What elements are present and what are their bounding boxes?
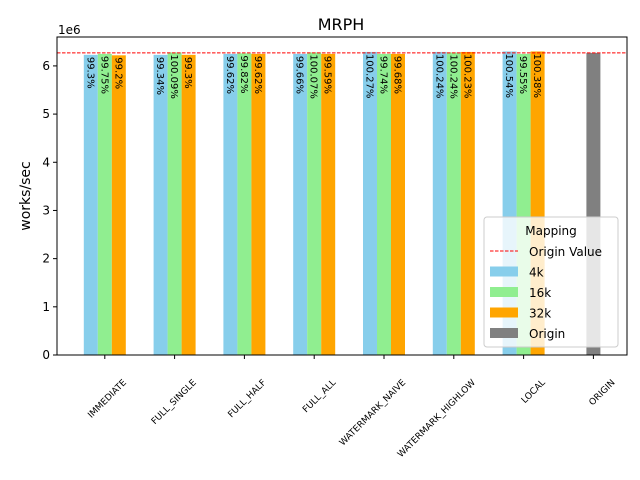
- legend-swatch-32k: [490, 307, 518, 318]
- bar-16k-watermark_highlow: [446, 52, 461, 356]
- x-tick-label: FULL_SINGLE: [150, 378, 199, 427]
- bar-32k-full_all: [321, 53, 336, 356]
- bar-4k-full_half: [223, 53, 238, 356]
- bar-value-label: 100.07%: [308, 54, 319, 99]
- bar-value-label: 100.09%: [168, 54, 179, 99]
- bar-value-label: 100.27%: [364, 54, 375, 99]
- y-offset-label: 1e6: [58, 23, 81, 37]
- bar-value-label: 100.54%: [503, 53, 514, 97]
- x-tick-label: WATERMARK_HIGHLOW: [396, 378, 478, 460]
- bar-32k-watermark_naive: [391, 53, 405, 356]
- bar-value-label: 100.24%: [447, 54, 458, 99]
- bar-32k-watermark_highlow: [460, 51, 475, 355]
- bar-value-label: 100.23%: [461, 54, 472, 99]
- bar-32k-full_single: [181, 54, 196, 355]
- plot-frame: [56, 36, 628, 356]
- legend-swatch-4k: [490, 266, 518, 277]
- y-tick-label: 2: [42, 252, 50, 266]
- bar-value-label: 99.62%: [252, 56, 263, 94]
- bar-value-labels: 99.3% 99.34% 99.62% 99.66% 100.27% 100.24% 100…: [84, 53, 542, 98]
- legend-swatch-origin: [490, 328, 518, 338]
- bar-16k-watermark_naive: [377, 53, 391, 356]
- y-tick-label: 5: [42, 107, 50, 121]
- x-tick-label: FULL_ALL: [301, 378, 338, 415]
- x-tick-label: FULL_HALF: [227, 378, 269, 420]
- y-tick-label: 6: [42, 59, 50, 73]
- legend-title: Mapping: [525, 224, 577, 238]
- bar-value-label: 99.55%: [517, 56, 528, 94]
- bar-4k-full_all: [293, 53, 308, 356]
- bar-value-label: 99.34%: [154, 57, 165, 95]
- bar-value-label: 100.24%: [433, 54, 444, 99]
- y-tick-label: 0: [42, 348, 50, 362]
- x-tick-label: LOCAL: [520, 378, 548, 406]
- legend-label: 4k: [529, 266, 544, 280]
- bar-32k-full_half: [251, 53, 266, 356]
- bar-value-label: 99.3%: [182, 57, 193, 89]
- bar-value-label: 99.82%: [238, 55, 249, 93]
- bar-4k-watermark_naive: [363, 51, 377, 355]
- bar-16k-full_all: [307, 52, 322, 356]
- bar-value-label: 99.3%: [84, 57, 95, 89]
- legend-label: Origin Value: [529, 245, 602, 259]
- bar-value-label: 99.68%: [392, 56, 403, 94]
- bar-value-label: 99.75%: [98, 56, 109, 94]
- bar-value-label: 99.59%: [322, 56, 333, 94]
- y-tick-label: 4: [42, 155, 50, 169]
- bar-value-label: 100.38%: [531, 53, 542, 97]
- bar-16k-full_half: [237, 53, 252, 355]
- y-tick-label: 1: [42, 300, 50, 314]
- legend-label: Origin: [529, 327, 565, 341]
- x-tick-label: WATERMARK_NAIVE: [338, 378, 408, 448]
- bar-32k-immediate: [111, 55, 126, 356]
- x-tick-label: ORIGIN: [588, 378, 618, 408]
- bar-4k-immediate: [83, 54, 98, 355]
- bar-value-label: 99.2%: [112, 57, 123, 89]
- legend: Mapping Origin Value 4k 16k 32k Origin: [483, 216, 619, 348]
- x-tick-label: IMMEDIATE: [86, 378, 129, 421]
- legend-label: 16k: [529, 286, 551, 300]
- bar-16k-immediate: [97, 53, 112, 356]
- bar-4k-full_single: [153, 54, 168, 355]
- y-tick-label: 3: [42, 203, 50, 217]
- bar-16k-full_single: [167, 52, 182, 356]
- bar-4k-watermark_highlow: [432, 51, 447, 355]
- y-axis-label: works/sec: [18, 161, 34, 231]
- bar-value-label: 99.66%: [294, 56, 305, 94]
- chart-title: MRPH: [318, 15, 365, 34]
- bar-value-label: 99.74%: [378, 56, 389, 94]
- legend-swatch-16k: [490, 287, 518, 297]
- legend-label: 32k: [529, 307, 551, 321]
- bar-value-label: 99.62%: [224, 56, 235, 94]
